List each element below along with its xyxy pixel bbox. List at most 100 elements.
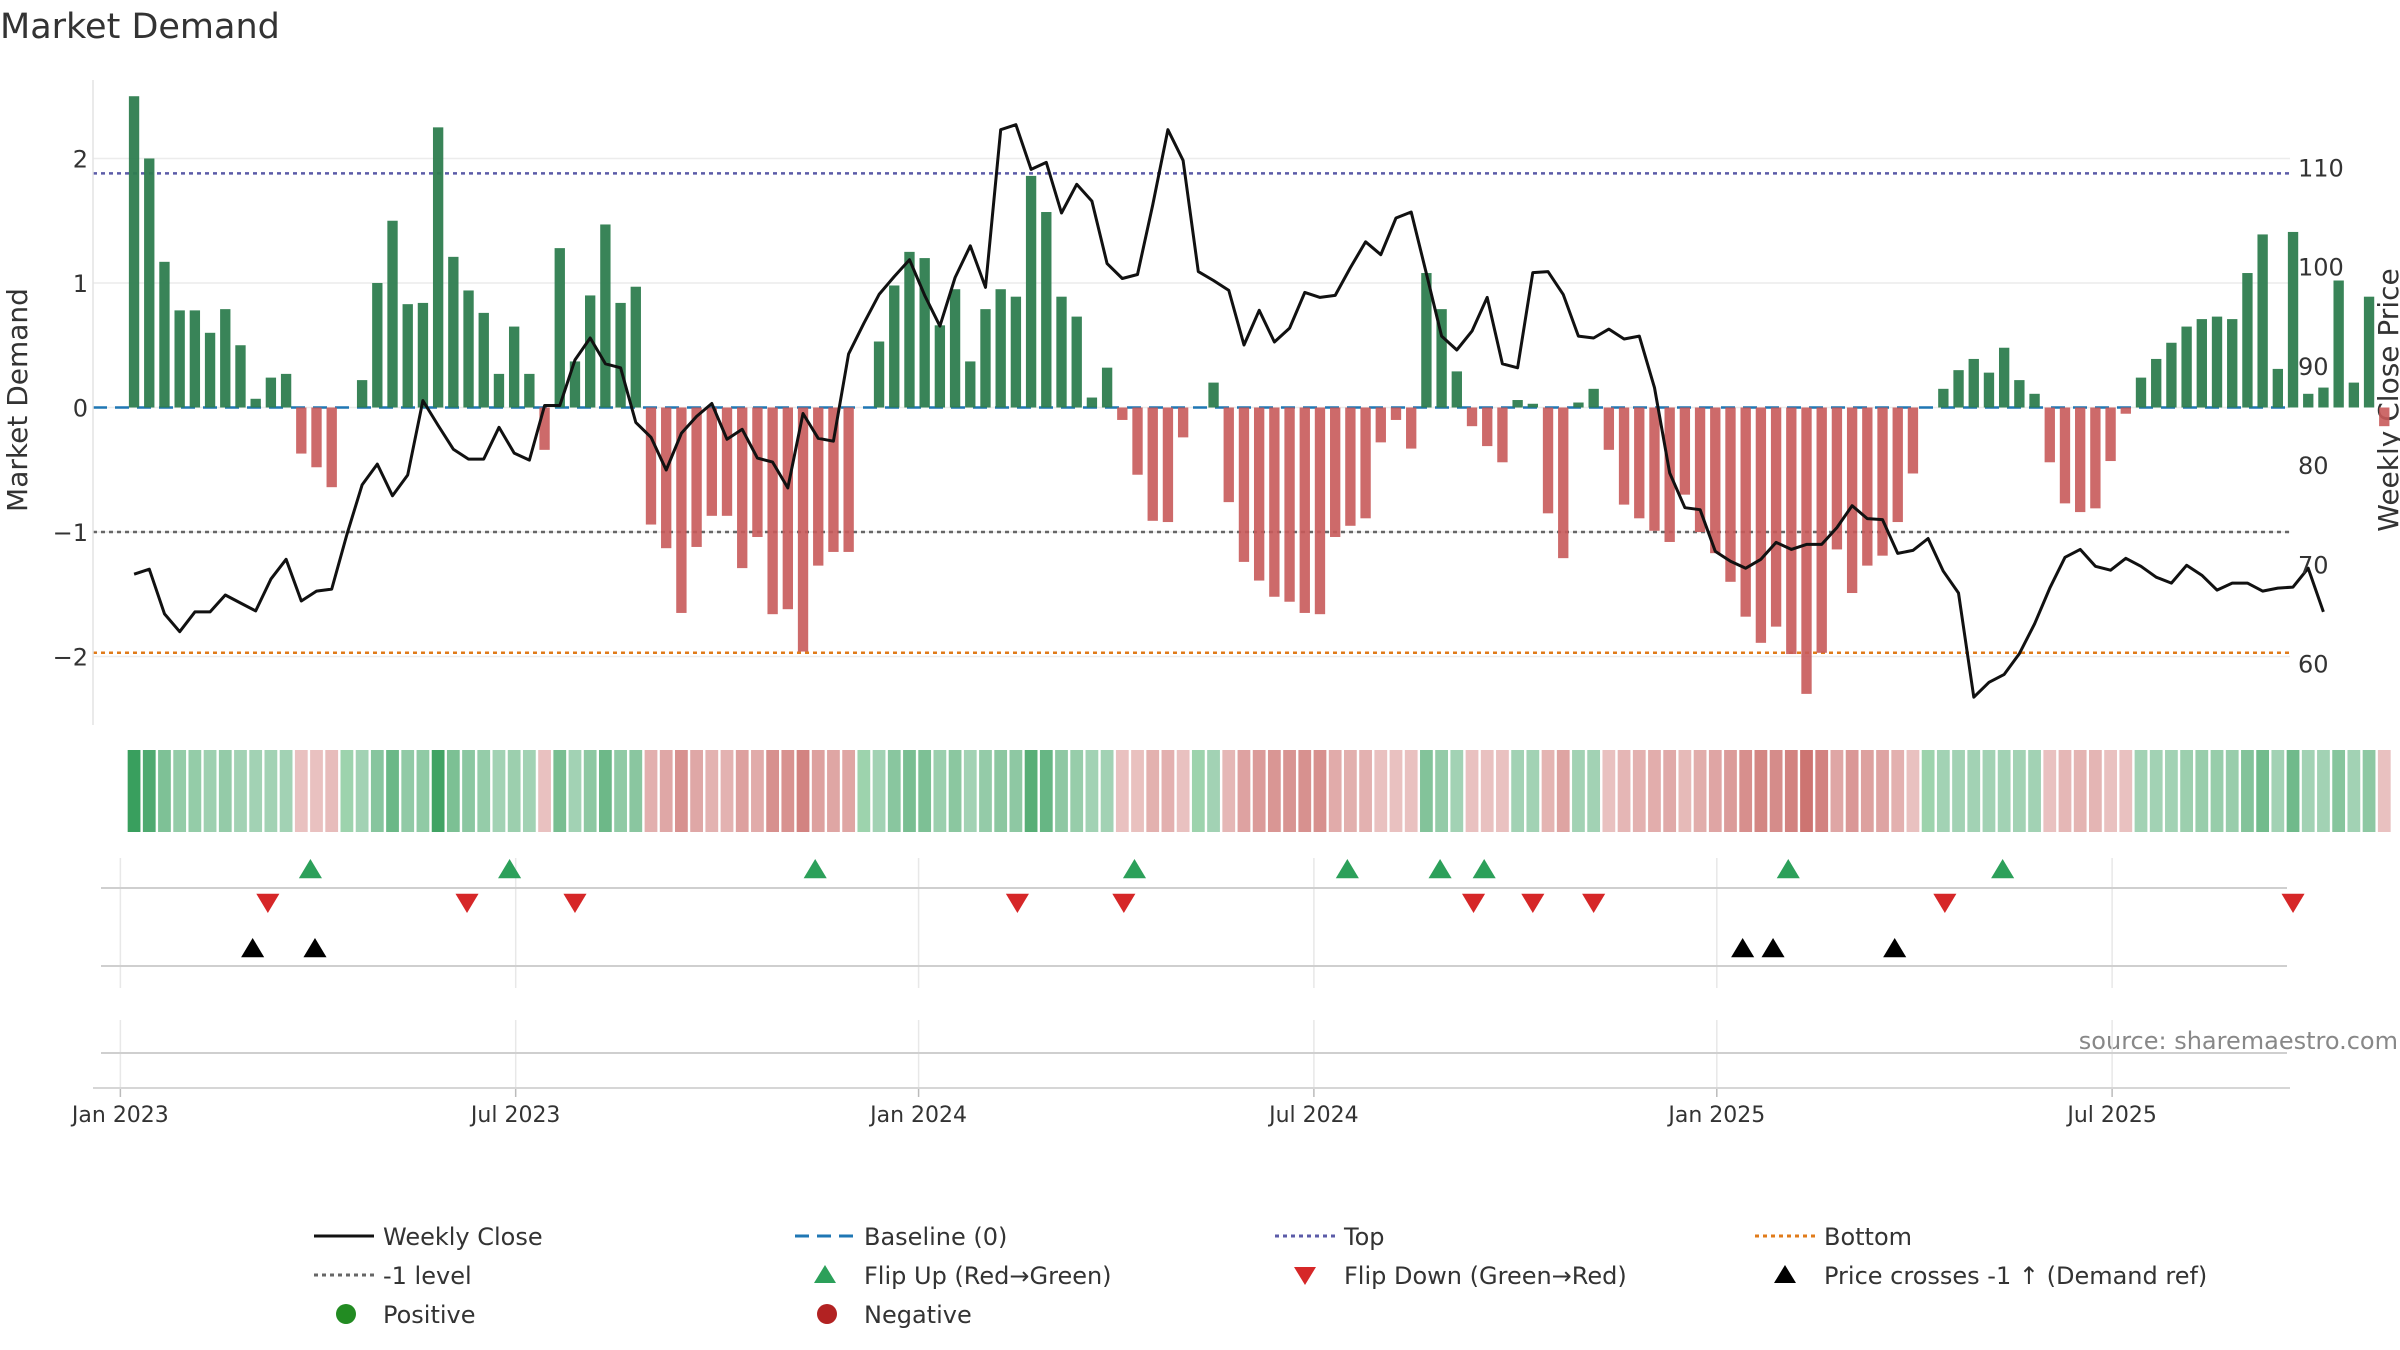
demand-bar [1269,407,1280,597]
price-cross-marker [1883,938,1907,958]
legend: Weekly Close Baseline (0) Top Bottom -1 leve… [314,1223,2207,1329]
demand-bar [752,407,763,537]
strip-cell [614,750,627,832]
demand-bar [797,407,809,652]
legend-item: Weekly Close [314,1223,543,1251]
demand-bar [417,302,429,408]
strip-cell [264,750,278,832]
demand-bar [1025,175,1037,408]
strip-cell [2119,750,2133,832]
demand-bar [1375,407,1386,443]
strip-cell [1374,750,1388,832]
strip-cell [1055,750,1068,832]
strip-cell [1587,750,1601,832]
axes: 2 1 0 −1 −2 110 100 90 80 70 60 Jan 2023 Jul 2023 Jan… [53,80,2344,1128]
strip-cell [2225,750,2239,832]
strip-cell [735,750,749,832]
strip-cell [705,750,719,832]
strip-cell [1420,750,1433,832]
x-tick-label: Jan 2025 [1666,1103,1765,1128]
demand-bar [1238,407,1250,562]
legend-label: Positive [383,1301,476,1329]
strip-cell [1663,750,1677,832]
strip-cell [644,750,658,832]
demand-bar [1953,370,1964,408]
strip-cell [1070,750,1084,832]
demand-bar [1041,212,1052,408]
demand-bar [1770,407,1782,627]
strip-cell [1283,750,1296,832]
demand-bar [1451,371,1462,408]
strip-cell [1085,750,1099,832]
demand-bar [1071,316,1082,408]
demand-bar [1694,407,1706,533]
strip-cell [1496,750,1509,832]
flip-up-marker [498,859,522,879]
demand-bar [2075,407,2086,513]
strip-cell [1541,750,1555,832]
strip-cell [979,750,992,832]
flip-down-marker [1112,893,1136,913]
strip-cell [918,750,932,832]
demand-bar [1603,407,1615,450]
demand-bar [1177,407,1189,438]
strip-cell [659,750,673,832]
legend-swatch-circle [336,1304,356,1324]
strip-cell [431,750,445,832]
strip-cell [857,750,871,832]
demand-bar [250,398,261,408]
demand-bar [1147,407,1158,521]
demand-bar [1725,407,1736,582]
strip-cell [1815,750,1829,832]
strip-cell [1784,750,1798,832]
strip-cell [1267,750,1281,832]
strip-cell [1389,750,1403,832]
strip-cell [963,750,977,832]
demand-bar [1998,347,2010,408]
strip-cell [1328,750,1342,832]
flip-up-marker [1776,859,1800,879]
demand-bar [1862,407,1873,566]
strip-cell [2362,750,2376,832]
strip-cell [1404,750,1418,832]
strip-cell [1891,750,1905,832]
strip-cell [872,750,886,832]
strip-cell [492,750,506,832]
flip-down-marker [2281,893,2305,913]
demand-bar [1877,407,1888,556]
strip-cell [1617,750,1631,832]
flip-down-marker [1521,893,1545,913]
strip-cell [1024,750,1038,832]
strip-cell [340,750,354,832]
demand-bar [144,158,155,408]
demand-bar [1482,407,1493,447]
demand-bar [2257,234,2268,408]
price-cross-marker [1731,938,1755,958]
y-tick-label-left: 2 [73,145,88,173]
demand-bar [828,407,839,552]
source-note: source: sharemaestro.com [2079,1027,2398,1055]
demand-bar [965,361,976,408]
strip-cell [1343,750,1357,832]
strip-cell [948,750,962,832]
y-tick-label-right: 70 [2298,551,2329,579]
y-tick-label-left: −2 [53,644,88,672]
demand-bar [402,304,413,408]
demand-bar [1618,407,1630,505]
price-series [133,123,2325,699]
demand-bar [919,258,930,408]
strip-cell [173,750,187,832]
legend-swatch-triangle-up [1774,1265,1796,1283]
demand-bar [296,407,307,454]
strip-cell [598,750,612,832]
strip-cell [1359,750,1372,832]
strip-cell [1845,750,1859,832]
strip-cell [2332,750,2346,832]
demand-bar [2135,377,2147,408]
strip-cell [887,750,901,832]
demand-bar [2287,231,2299,408]
legend-label: Top [1343,1223,1385,1251]
demand-bar [524,373,535,408]
legend-item: Positive [336,1301,476,1329]
demand-bar [1831,407,1843,550]
